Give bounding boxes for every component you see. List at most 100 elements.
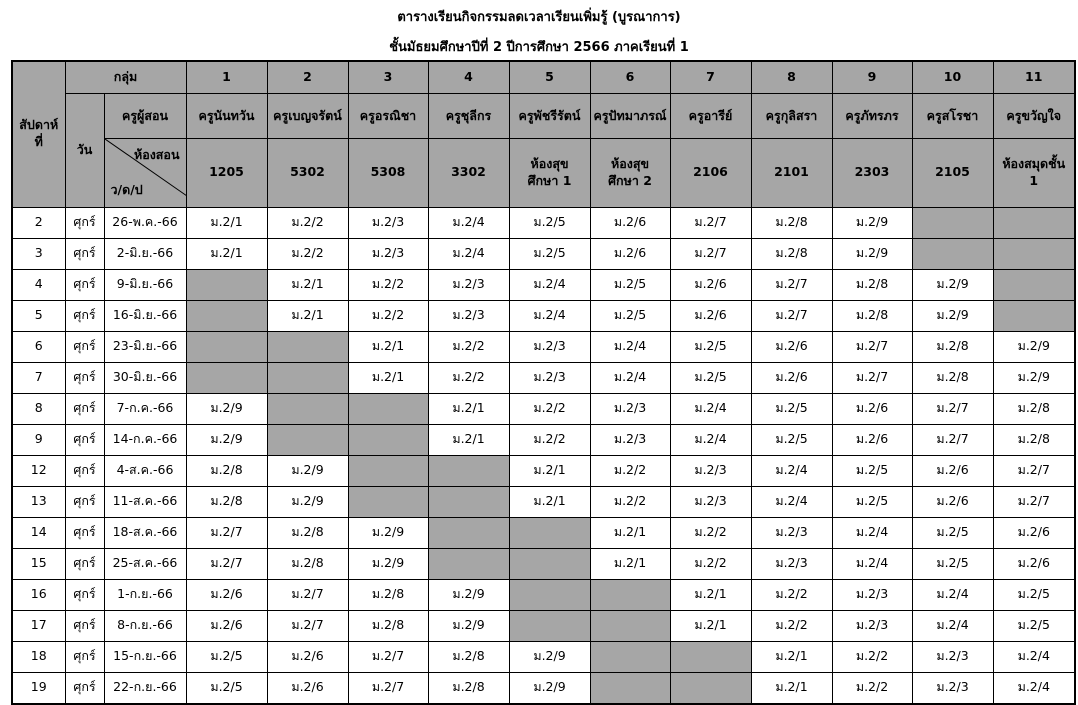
day: ศุกร์ — [64, 423, 105, 456]
day-header: วัน — [64, 93, 105, 208]
class-cell: ม.2/2 — [508, 423, 591, 456]
group-number: 5 — [508, 60, 591, 94]
week: 7 — [11, 361, 66, 394]
date: 30-มิ.ย.-66 — [103, 361, 187, 394]
day: ศุกร์ — [64, 547, 105, 580]
week: 15 — [11, 547, 66, 580]
day: ศุกร์ — [64, 237, 105, 270]
class-cell: ม.2/4 — [750, 454, 833, 487]
class-cell: ม.2/2 — [589, 454, 671, 487]
blocked-cell — [589, 640, 671, 673]
class-cell: ม.2/1 — [750, 671, 833, 704]
class-cell: ม.2/7 — [669, 237, 752, 270]
class-cell: ม.2/3 — [427, 268, 510, 301]
blocked-cell — [347, 423, 429, 456]
class-cell: ม.2/8 — [831, 268, 913, 301]
class-cell: ม.2/1 — [347, 361, 429, 394]
week: 3 — [11, 237, 66, 270]
class-cell: ม.2/5 — [185, 640, 268, 673]
class-cell: ม.2/7 — [669, 206, 752, 239]
class-cell: ม.2/7 — [347, 671, 429, 704]
date: 1-ก.ย.-66 — [103, 578, 187, 611]
group-number: 11 — [992, 60, 1076, 94]
class-cell: ม.2/7 — [185, 547, 268, 580]
class-cell: ม.2/2 — [347, 299, 429, 332]
week: 2 — [11, 206, 66, 239]
class-cell: ม.2/3 — [750, 547, 833, 580]
class-cell: ม.2/7 — [992, 454, 1076, 487]
week: 13 — [11, 485, 66, 518]
blocked-cell — [266, 423, 349, 456]
class-cell: ม.2/4 — [589, 361, 671, 394]
blocked-cell — [589, 609, 671, 642]
blocked-cell — [266, 330, 349, 363]
week: 9 — [11, 423, 66, 456]
day: ศุกร์ — [64, 392, 105, 425]
group-number: 6 — [589, 60, 671, 94]
class-cell: ม.2/2 — [266, 237, 349, 270]
day: ศุกร์ — [64, 640, 105, 673]
class-cell: ม.2/9 — [508, 671, 591, 704]
day: ศุกร์ — [64, 206, 105, 239]
class-cell: ม.2/4 — [911, 609, 994, 642]
class-cell: ม.2/4 — [992, 640, 1076, 673]
day: ศุกร์ — [64, 516, 105, 549]
class-cell: ม.2/9 — [911, 299, 994, 332]
schedule-row: 14 ศุกร์ 18-ส.ค.-66 ม.2/7 ม.2/8 ม.2/9 ม.2/1 ม.2… — [11, 516, 1076, 549]
class-cell: ม.2/2 — [508, 392, 591, 425]
class-cell: ม.2/5 — [911, 547, 994, 580]
class-cell: ม.2/9 — [831, 237, 913, 270]
date-header: ว/ด/ป — [110, 181, 143, 197]
class-cell: ม.2/9 — [911, 268, 994, 301]
class-cell: ม.2/9 — [185, 392, 268, 425]
room: ห้องสุข ศึกษา 1 — [508, 138, 591, 208]
schedule-row: 2 ศุกร์ 26-พ.ค.-66 ม.2/1 ม.2/2 ม.2/3 ม.2/4 ม.2/… — [11, 206, 1076, 239]
class-cell: ม.2/1 — [185, 206, 268, 239]
blocked-cell — [508, 547, 591, 580]
group-number: 10 — [911, 60, 994, 94]
schedule-row: 6 ศุกร์ 23-มิ.ย.-66 ม.2/1 ม.2/2 ม.2/3 ม.2/4 ม.2… — [11, 330, 1076, 363]
class-cell: ม.2/1 — [669, 578, 752, 611]
class-cell: ม.2/9 — [508, 640, 591, 673]
class-cell: ม.2/4 — [669, 392, 752, 425]
schedule-row: 8 ศุกร์ 7-ก.ค.-66 ม.2/9 ม.2/1 ม.2/2 ม.2/3 ม.2/4… — [11, 392, 1076, 425]
class-cell: ม.2/9 — [185, 423, 268, 456]
class-cell: ม.2/3 — [589, 423, 671, 456]
teacher-name: ครูชุลีกร — [427, 93, 510, 139]
teacher-name: ครูพัชรีรัตน์ — [508, 93, 591, 139]
teacher-name: ครูอารีย์ — [669, 93, 752, 139]
room: 1205 — [185, 138, 268, 208]
diagonal — [105, 139, 185, 196]
blocked-cell — [911, 206, 994, 239]
teacher-name: ครูปัทมาภรณ์ — [589, 93, 671, 139]
room: 2303 — [831, 138, 913, 208]
schedule-row: 5 ศุกร์ 16-มิ.ย.-66 ม.2/1 ม.2/2 ม.2/3 ม.2/4 ม.2… — [11, 299, 1076, 332]
room-date-header: ห้องสอน ว/ด/ป — [103, 138, 187, 208]
schedule-row: 3 ศุกร์ 2-มิ.ย.-66 ม.2/1 ม.2/2 ม.2/3 ม.2/4 ม.2/… — [11, 237, 1076, 270]
class-cell: ม.2/4 — [427, 237, 510, 270]
class-cell: ม.2/5 — [992, 609, 1076, 642]
class-cell: ม.2/1 — [427, 392, 510, 425]
class-cell: ม.2/3 — [347, 237, 429, 270]
class-cell: ม.2/3 — [508, 361, 591, 394]
blocked-cell — [185, 330, 268, 363]
week: 18 — [11, 640, 66, 673]
class-cell: ม.2/7 — [266, 578, 349, 611]
blocked-cell — [589, 578, 671, 611]
class-cell: ม.2/4 — [427, 206, 510, 239]
date: 23-มิ.ย.-66 — [103, 330, 187, 363]
class-cell: ม.2/7 — [750, 268, 833, 301]
blocked-cell — [992, 237, 1076, 270]
class-cell: ม.2/3 — [750, 516, 833, 549]
day: ศุกร์ — [64, 485, 105, 518]
class-cell: ม.2/5 — [589, 268, 671, 301]
class-cell: ม.2/2 — [669, 516, 752, 549]
class-cell: ม.2/2 — [831, 640, 913, 673]
class-cell: ม.2/5 — [669, 361, 752, 394]
class-cell: ม.2/9 — [266, 485, 349, 518]
blocked-cell — [508, 609, 591, 642]
room: ห้องสมุดชั้น 1 — [992, 138, 1076, 208]
room: 5302 — [266, 138, 349, 208]
teacher-name: ครูเบญจรัตน์ — [266, 93, 349, 139]
